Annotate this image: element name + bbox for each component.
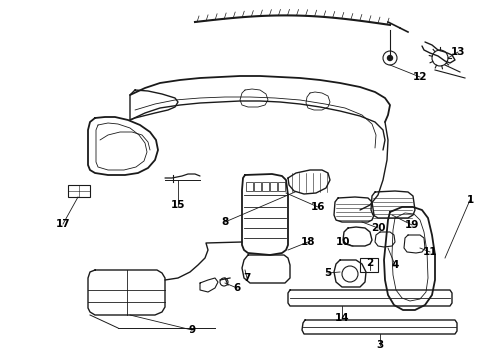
Text: 7: 7 <box>244 273 251 283</box>
Bar <box>360 258 378 272</box>
Text: 11: 11 <box>423 247 437 257</box>
Bar <box>262 182 269 191</box>
Text: 3: 3 <box>376 340 384 350</box>
Text: 19: 19 <box>405 220 419 230</box>
Text: 8: 8 <box>221 217 229 227</box>
Bar <box>246 182 253 191</box>
Circle shape <box>388 55 392 60</box>
Text: 10: 10 <box>336 237 350 247</box>
Bar <box>278 182 285 191</box>
Text: 14: 14 <box>335 313 349 323</box>
Text: 13: 13 <box>451 47 465 57</box>
Text: 6: 6 <box>233 283 241 293</box>
Bar <box>270 182 277 191</box>
Text: 20: 20 <box>371 223 385 233</box>
Text: 5: 5 <box>324 268 332 278</box>
Text: 2: 2 <box>367 258 374 268</box>
Text: 16: 16 <box>311 202 325 212</box>
Text: 18: 18 <box>301 237 315 247</box>
Bar <box>254 182 261 191</box>
Text: 15: 15 <box>171 200 185 210</box>
Text: 1: 1 <box>466 195 474 205</box>
Text: 17: 17 <box>56 219 70 229</box>
Bar <box>68 185 90 197</box>
Text: 4: 4 <box>392 260 399 270</box>
Text: 9: 9 <box>189 325 196 335</box>
Text: 12: 12 <box>413 72 427 82</box>
